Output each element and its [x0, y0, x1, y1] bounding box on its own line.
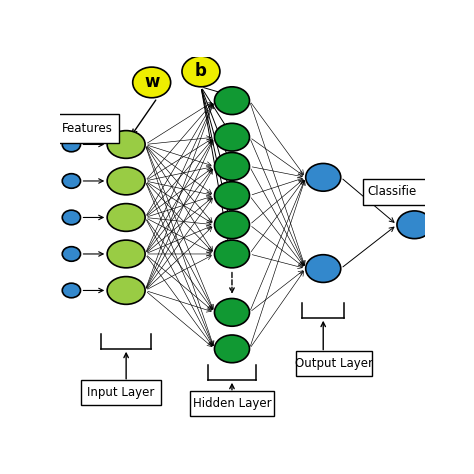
Ellipse shape: [214, 87, 249, 115]
Ellipse shape: [214, 211, 249, 238]
Ellipse shape: [306, 255, 341, 283]
Ellipse shape: [214, 153, 249, 180]
Ellipse shape: [107, 277, 145, 304]
FancyBboxPatch shape: [190, 391, 274, 416]
FancyBboxPatch shape: [81, 380, 161, 405]
Ellipse shape: [62, 283, 81, 298]
Text: Input Layer: Input Layer: [87, 386, 155, 399]
Ellipse shape: [62, 210, 81, 225]
Ellipse shape: [107, 204, 145, 231]
FancyBboxPatch shape: [364, 179, 431, 205]
Ellipse shape: [62, 137, 81, 152]
Ellipse shape: [107, 240, 145, 268]
Ellipse shape: [107, 131, 145, 158]
Ellipse shape: [306, 164, 341, 191]
Ellipse shape: [214, 182, 249, 210]
Ellipse shape: [107, 167, 145, 195]
FancyBboxPatch shape: [296, 351, 373, 376]
Ellipse shape: [397, 211, 432, 238]
Ellipse shape: [182, 56, 220, 87]
Text: b: b: [195, 63, 207, 81]
Ellipse shape: [214, 240, 249, 268]
Ellipse shape: [214, 335, 249, 363]
Ellipse shape: [214, 299, 249, 326]
Text: Output Layer: Output Layer: [295, 357, 373, 370]
FancyBboxPatch shape: [55, 114, 119, 143]
Text: Classifie: Classifie: [367, 185, 416, 199]
Text: Features: Features: [62, 122, 113, 135]
Ellipse shape: [62, 173, 81, 188]
Ellipse shape: [62, 246, 81, 261]
Text: w: w: [144, 73, 159, 91]
Ellipse shape: [133, 67, 171, 98]
Text: Hidden Layer: Hidden Layer: [192, 397, 271, 410]
Ellipse shape: [214, 123, 249, 151]
